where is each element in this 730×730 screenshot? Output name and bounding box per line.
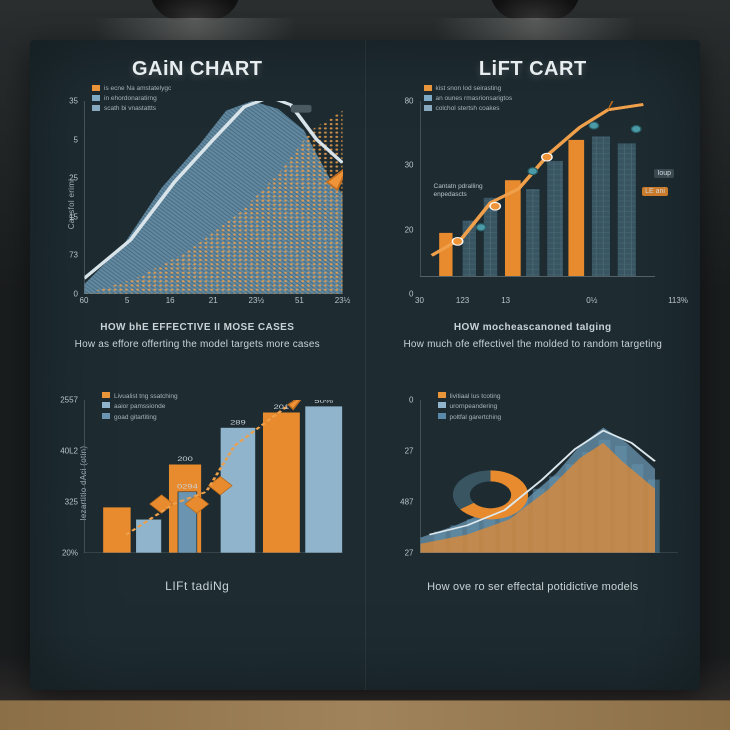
gain-lower-chart: lezartitio dAci (otin) 255740L232520% Li… xyxy=(44,390,351,575)
ceiling-lamp-left xyxy=(150,0,240,20)
lift-chart-panel: LiFT CART kist snon lod seirasting an ou… xyxy=(366,40,701,690)
y-ticks: 255740L232520% xyxy=(44,400,82,553)
lift-upper-plot xyxy=(420,101,679,294)
svg-text:201: 201 xyxy=(274,404,290,411)
gain-upper-plot xyxy=(84,101,343,294)
lift-lower-plot xyxy=(420,400,679,553)
chart-board: GAiN CHART is ecne Na amstatelygc in eho… xyxy=(30,40,700,690)
x-ticks: 605162123½5123½ xyxy=(84,296,343,308)
gain-subtitle2: How as effore offerting the model target… xyxy=(44,339,351,350)
lift-subtitle2: How much ofe effectivel the molded to ra… xyxy=(380,339,687,350)
y-ticks: 8030200 xyxy=(380,101,418,294)
wood-floor xyxy=(0,700,730,730)
svg-text:50%: 50% xyxy=(314,400,333,405)
arrow-icon xyxy=(288,400,304,409)
svg-text:0294: 0294 xyxy=(177,483,199,490)
gain-chart-panel: GAiN CHART is ecne Na amstatelygc in eho… xyxy=(30,40,366,690)
gain-subtitle1: HOW bhE EFFECTIVE II MOSE CASES xyxy=(44,322,351,333)
gain-upper-chart: Cansfol erimi 3552515730 605162123½5123½ xyxy=(44,91,351,316)
lift-subtitle1: HOW mocheascanoned taIging xyxy=(380,322,687,333)
y-ticks: 02748727 xyxy=(380,400,418,553)
x-ticks: 30123130½113% xyxy=(420,296,679,308)
gain-title: GAiN CHART xyxy=(44,58,351,81)
gain-lower-caption: LIFt tadiNg xyxy=(44,579,351,593)
lift-title: LiFT CART xyxy=(380,58,687,81)
gain-lower-plot: 200 0294 289 201 50% xyxy=(84,400,343,553)
svg-text:289: 289 xyxy=(230,419,246,426)
bar-group xyxy=(438,136,635,276)
y-ticks: 3552515730 xyxy=(44,101,82,294)
ceiling-lamp-right xyxy=(490,0,580,20)
lift-lower-caption: How ove ro ser effectal potidictive mode… xyxy=(380,581,687,593)
donut-icon xyxy=(452,470,527,519)
lift-lower-chart: 02748727 Iivitiaal lus tcoting urornpean… xyxy=(380,390,687,575)
svg-text:200: 200 xyxy=(177,456,193,463)
lift-upper-chart: 8030200 30123130½113% Ioup LE ani Cantat… xyxy=(380,91,687,316)
